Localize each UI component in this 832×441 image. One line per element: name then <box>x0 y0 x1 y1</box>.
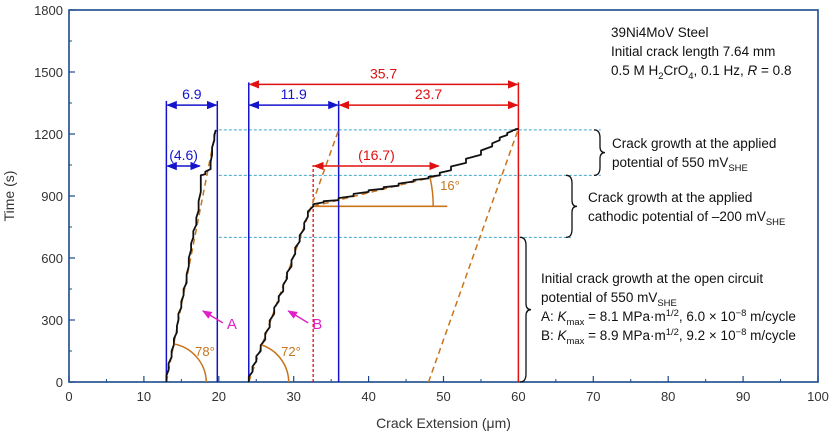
info-line-part: = 0.8 <box>757 63 791 78</box>
series-marker-label: A <box>227 316 237 333</box>
y-tick-label: 300 <box>41 313 63 328</box>
series-marker-label: B <box>312 316 322 333</box>
info-line-part: , 0.1 Hz, <box>694 63 748 78</box>
x-tick-label: 60 <box>511 389 525 404</box>
y-tick-label: 1800 <box>34 3 63 18</box>
info-line-part: R <box>748 63 758 78</box>
info-line-part: 39Ni4MoV Steel <box>611 25 709 40</box>
dimension-label: 23.7 <box>415 86 442 102</box>
annotation-line-part: B: <box>541 328 558 343</box>
brace <box>593 129 606 176</box>
annotation-line-part: , 6.0 × 10 <box>679 309 736 324</box>
annotation-line-part: m/cycle <box>746 328 796 343</box>
annotation-line-part: Crack growth at the applied <box>612 136 776 151</box>
x-tick-label: 50 <box>436 389 450 404</box>
annotation-line-part: m/cycle <box>746 309 796 324</box>
annotation-line-part: Initial crack growth at the open circuit <box>541 271 763 286</box>
info-line-part: Initial crack length 7.64 mm <box>611 44 775 59</box>
dimension-label: 6.9 <box>182 86 202 102</box>
info-line-part: 0.5 M H <box>611 63 658 78</box>
info-line: 39Ni4MoV Steel <box>611 25 709 40</box>
y-tick-label: 1200 <box>34 127 63 142</box>
dimension-label: (16.7) <box>358 147 395 163</box>
angle-label: 72° <box>281 344 301 359</box>
annotation-line: Crack growth at the applied <box>612 136 776 151</box>
annotation-line-part: 1/2 <box>666 308 679 319</box>
x-axis-title: Crack Extension (μm) <box>376 415 511 431</box>
info-line-part: 2 <box>658 71 663 82</box>
annotation-line-part: SHE <box>728 163 747 174</box>
annotation-line: potential of 550 mVSHE <box>541 290 677 309</box>
y-tick-label: 1500 <box>34 65 63 80</box>
annotation-line-part: 1/2 <box>666 327 679 338</box>
annotation-line-part: −8 <box>736 308 747 319</box>
annotation-line: Crack growth at the applied <box>588 190 752 205</box>
data-series-A <box>165 129 217 382</box>
x-tick-label: 100 <box>807 389 829 404</box>
annotation-line: B: Kmax = 8.9 MPa·m1/2, 9.2 × 10−8 m/cyc… <box>541 327 796 347</box>
angle-arc <box>174 343 208 383</box>
dimension-label: 11.9 <box>281 86 307 102</box>
annotation-line: potential of 550 mVSHE <box>612 155 748 174</box>
brace <box>565 174 578 238</box>
y-tick-label: 600 <box>41 251 63 266</box>
angle-arc <box>261 344 290 383</box>
brace <box>519 236 532 383</box>
annotation-line-part: max <box>567 336 585 347</box>
marker-pointer <box>201 310 224 324</box>
annotation-line-part: cathodic potential of –200 mV <box>588 209 766 224</box>
annotation-line-part: max <box>567 317 585 328</box>
x-tick-label: 0 <box>65 389 72 404</box>
annotation-line-part: Crack growth at the applied <box>588 190 752 205</box>
annotation-line-part: A: <box>541 309 558 324</box>
annotation-line: cathodic potential of –200 mVSHE <box>588 209 785 228</box>
x-tick-label: 80 <box>661 389 675 404</box>
annotation-line-part: potential of 550 mV <box>541 290 657 305</box>
angle-arc <box>429 178 434 207</box>
angle-label: 78° <box>195 344 215 359</box>
angle-label: 16° <box>440 178 460 193</box>
annotation-line-part: , 9.2 × 10 <box>679 328 736 343</box>
annotation-line-part: SHE <box>657 298 676 309</box>
y-axis-title: Time (s) <box>1 171 17 222</box>
dimension-label: 35.7 <box>370 65 397 81</box>
annotation-line-part: = 8.1 MPa·m <box>584 309 665 324</box>
x-tick-label: 30 <box>286 389 300 404</box>
annotation-line-part: = 8.9 MPa·m <box>584 328 665 343</box>
annotation-line-part: K <box>558 309 568 324</box>
info-line: 0.5 M H2CrO4, 0.1 Hz, R = 0.8 <box>611 63 791 82</box>
x-tick-label: 40 <box>361 389 375 404</box>
annotation-line-part: potential of 550 mV <box>612 155 728 170</box>
x-tick-label: 20 <box>212 389 226 404</box>
annotation-line: A: Kmax = 8.1 MPa·m1/2, 6.0 × 10−8 m/cyc… <box>541 308 796 328</box>
y-tick-label: 900 <box>41 189 63 204</box>
x-tick-label: 10 <box>137 389 151 404</box>
annotation-line-part: K <box>558 328 568 343</box>
x-tick-label: 90 <box>736 389 750 404</box>
annotation-line-part: SHE <box>766 217 785 228</box>
y-tick-label: 0 <box>56 375 63 390</box>
info-line: Initial crack length 7.64 mm <box>611 44 775 59</box>
slope-line <box>427 128 520 383</box>
marker-pointer <box>287 310 309 324</box>
info-line-part: CrO <box>664 63 689 78</box>
info-line-part: 4 <box>688 71 693 82</box>
annotation-line-part: −8 <box>736 327 747 338</box>
annotation-line: Initial crack growth at the open circuit <box>541 271 763 286</box>
dimension-label: (4.6) <box>169 147 198 163</box>
x-tick-label: 70 <box>586 389 600 404</box>
data-series-B <box>247 127 519 382</box>
